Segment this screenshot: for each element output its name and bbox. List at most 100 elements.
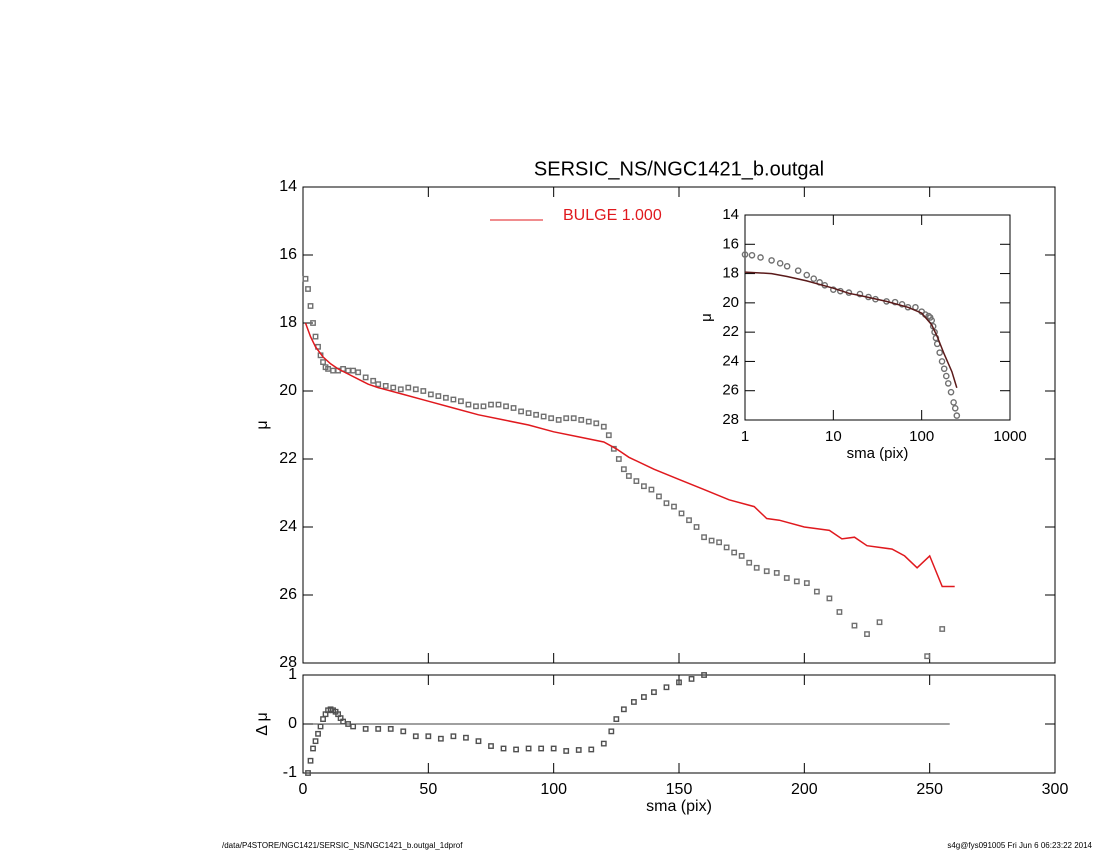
data-point <box>757 254 764 261</box>
data-point <box>836 609 843 615</box>
data-point <box>305 770 311 776</box>
data-point <box>588 746 595 753</box>
data-point <box>307 757 314 764</box>
x-tick-label: 1000 <box>993 428 1026 445</box>
data-point <box>563 415 570 422</box>
data-point <box>450 396 457 403</box>
data-point <box>613 716 620 723</box>
data-point <box>540 413 547 420</box>
data-point <box>370 377 377 384</box>
data-point <box>741 251 749 258</box>
x-tick-label: 1 <box>741 428 749 445</box>
data-point <box>563 748 570 754</box>
data-point <box>748 251 756 259</box>
data-point <box>350 367 357 374</box>
data-point <box>794 267 802 274</box>
data-point <box>693 524 700 530</box>
data-point <box>310 745 316 752</box>
data-point <box>312 333 319 340</box>
y-tick-label: 26 <box>279 586 297 603</box>
y-tick-label: -1 <box>283 764 297 781</box>
data-point <box>465 401 472 408</box>
y-axis-label: μ <box>698 313 715 322</box>
legend-label: BULGE 1.000 <box>563 207 662 224</box>
data-point <box>633 478 640 484</box>
data-point <box>928 317 936 324</box>
data-point <box>671 503 677 510</box>
data-point <box>938 358 946 365</box>
data-point <box>951 404 959 412</box>
data-point <box>390 384 397 391</box>
data-point <box>302 275 309 282</box>
data-point <box>307 303 314 309</box>
y-axis-label: Δ μ <box>254 712 271 735</box>
data-point <box>615 456 622 462</box>
data-point <box>656 493 662 500</box>
data-point <box>450 733 457 740</box>
data-point <box>463 734 469 741</box>
y-tick-label: 22 <box>279 450 297 467</box>
data-point <box>763 568 770 575</box>
data-point <box>533 411 540 418</box>
data-point <box>651 689 657 696</box>
x-axis-label: sma (pix) <box>646 798 712 815</box>
data-point <box>330 367 336 374</box>
data-point <box>678 510 685 517</box>
x-tick-label: 300 <box>1042 781 1069 798</box>
data-point <box>503 403 509 410</box>
data-point <box>585 418 592 425</box>
data-point <box>495 401 502 408</box>
model-line <box>744 271 958 389</box>
data-point <box>768 257 775 264</box>
data-point <box>701 672 707 678</box>
data-point <box>387 726 394 732</box>
data-point <box>320 359 326 365</box>
data-point <box>315 730 321 737</box>
chart-title: SERSIC_NS/NGC1421_b.outgal <box>534 158 824 180</box>
data-point <box>488 401 494 408</box>
data-point <box>397 386 404 393</box>
data-point <box>876 619 883 626</box>
y-tick-label: 1 <box>288 666 297 683</box>
data-point <box>939 626 946 632</box>
data-point <box>570 415 577 422</box>
data-point <box>375 381 382 388</box>
data-point <box>936 349 943 356</box>
data-point <box>864 631 870 638</box>
data-point <box>437 735 444 742</box>
data-point <box>480 403 487 410</box>
y-tick-label: 28 <box>722 411 739 428</box>
data-point <box>555 417 562 423</box>
data-point <box>630 699 637 705</box>
y-tick-label: 18 <box>722 265 739 282</box>
x-axis-label: sma (pix) <box>847 445 909 462</box>
data-point <box>891 298 899 306</box>
data-point <box>405 384 412 391</box>
data-point <box>400 728 407 735</box>
data-point <box>382 383 389 389</box>
data-point <box>355 369 362 376</box>
data-point <box>676 679 682 686</box>
data-point <box>731 549 738 556</box>
x-tick-label: 100 <box>540 781 567 798</box>
data-point <box>773 570 780 576</box>
data-point <box>663 500 670 507</box>
data-point <box>518 408 524 415</box>
data-point <box>688 676 695 682</box>
data-point <box>488 743 494 749</box>
data-point <box>856 290 864 298</box>
data-point <box>305 286 311 292</box>
data-point <box>317 723 324 730</box>
data-point <box>435 393 442 399</box>
y-tick-label: 26 <box>722 382 739 399</box>
data-point <box>458 398 464 405</box>
data-point <box>312 738 319 745</box>
data-point <box>776 260 784 267</box>
y-tick-label: 14 <box>279 178 297 195</box>
y-tick-label: 16 <box>279 246 297 263</box>
data-point <box>803 580 810 587</box>
data-point <box>686 517 692 524</box>
data-point <box>783 575 790 581</box>
data-point <box>600 740 607 747</box>
